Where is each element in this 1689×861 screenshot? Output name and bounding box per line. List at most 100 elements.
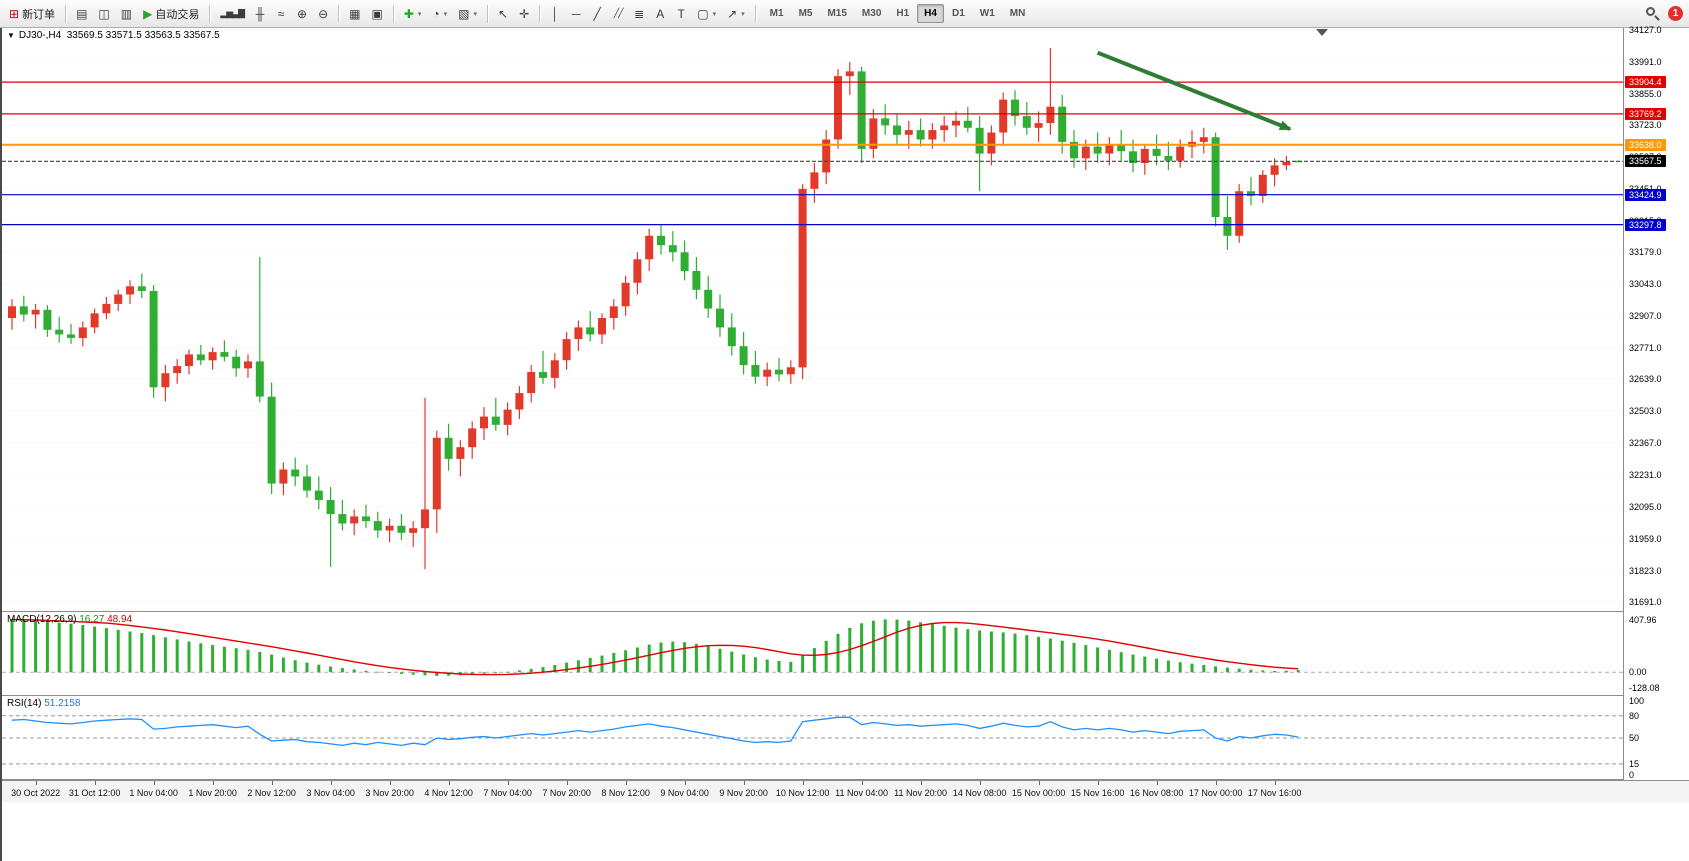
toolbar-right-group: 1: [1645, 6, 1685, 21]
toolbar-separator: [487, 4, 489, 23]
time-axis-tick: [448, 781, 450, 785]
time-axis-label: 14 Nov 08:00: [952, 788, 1007, 798]
channel-icon: ╱╱: [613, 8, 624, 18]
crosshair-button[interactable]: ✛: [514, 3, 534, 25]
rsi-indicator-panel[interactable]: RSI(14) 51.2158: [2, 696, 1623, 780]
timeframe-M30[interactable]: M30: [861, 8, 882, 19]
time-axis-tick: [625, 781, 627, 785]
time-axis-tick: [507, 781, 509, 785]
pivot-line-tag[interactable]: 33638.0: [1625, 138, 1666, 151]
crosshair-icon: ✛: [519, 6, 530, 21]
periods-button[interactable]: ◔ ▾: [427, 3, 452, 25]
new-order-button[interactable]: ⊞ 新订单: [4, 3, 60, 25]
time-axis[interactable]: 30 Oct 2022 31 Oct 12:00 1 Nov 04:00 1 Nov …: [2, 780, 1689, 802]
rsi-axis-label: 100: [1629, 696, 1645, 706]
time-axis-label: 3 Nov 20:00: [365, 788, 414, 798]
price-axis[interactable]: 34127.033991.033855.033723.033587.033451…: [1623, 25, 1689, 780]
timeframe-M5[interactable]: M5: [798, 8, 813, 19]
rsi-line: [11, 716, 1299, 747]
autotrade-icon: ▶: [143, 6, 153, 21]
timeframe-M1[interactable]: M1: [769, 8, 784, 19]
support-line-1-tag[interactable]: 33424.9: [1625, 188, 1666, 201]
time-axis-tick: [1156, 781, 1158, 785]
chart-shift-marker[interactable]: [1316, 29, 1328, 36]
toolbar-separator: [209, 4, 211, 23]
shapes-button[interactable]: ▢ ▾: [692, 3, 721, 25]
search-icon[interactable]: [1645, 6, 1660, 21]
timeframe-H4[interactable]: H4: [917, 4, 944, 23]
resistance-line-1-tag[interactable]: 33904.4: [1625, 76, 1666, 89]
line-chart-button[interactable]: ≈: [271, 3, 291, 25]
zoom-out-icon: ⊖: [318, 6, 329, 21]
macd-plot: [2, 618, 1623, 676]
cursor-button[interactable]: ↖: [493, 3, 513, 25]
time-axis-label: 1 Nov 20:00: [188, 788, 237, 798]
channel-button[interactable]: ╱╱: [608, 3, 628, 25]
macd-main-value: 16.27: [79, 614, 105, 625]
indicators-button[interactable]: ✚ ▾: [399, 3, 427, 25]
rsi-label: RSI(14) 51.2158: [7, 698, 80, 709]
candlestick-chart-button[interactable]: ╫: [250, 3, 270, 25]
vertical-line-button[interactable]: │: [545, 3, 565, 25]
fibonacci-button[interactable]: ≣: [629, 3, 649, 25]
toolbar: ⊞ 新订单 ▤ ◫ ▥ ▶ 自动交易 ▂▅▃▇ ╫ ≈ ⊕ ⊖ ▦ ▣ ✚ ▾ ◔ ▾ ▧ ▾ ↖ ✛ │ ─ ╱ ╱╱ ≣ A T ▢ ▾…: [0, 0, 1689, 28]
arrows-icon: ↗: [727, 6, 738, 21]
label-icon: T: [677, 6, 685, 21]
time-axis-tick: [1215, 781, 1217, 785]
price-axis-label: 31691.0: [1629, 596, 1662, 607]
autotrade-button[interactable]: ▶ 自动交易: [138, 3, 204, 25]
time-axis-tick: [212, 781, 214, 785]
price-axis-label: 31823.0: [1629, 565, 1662, 576]
market-watch-icon: ▤: [76, 6, 88, 21]
shapes-icon: ▢: [697, 6, 709, 21]
price-axis-label: 32367.0: [1629, 438, 1662, 449]
new-order-button-label: 新订单: [22, 8, 56, 21]
label-button[interactable]: T: [671, 3, 691, 25]
text-button[interactable]: A: [650, 3, 670, 25]
chart-workspace[interactable]: ▼ DJ30-,H4 33569.5 33571.5 33563.5 33567.…: [0, 25, 1689, 861]
dropdown-arrow-icon: ▾: [712, 10, 717, 18]
timeframe-MN[interactable]: MN: [1009, 8, 1026, 19]
time-axis-tick: [861, 781, 863, 785]
timeframe-D1[interactable]: D1: [951, 8, 965, 19]
trendline-icon: ╱: [593, 6, 601, 21]
price-axis-label: 33179.0: [1629, 247, 1662, 258]
trend-arrow[interactable]: [1096, 50, 1292, 131]
trendline-button[interactable]: ╱: [587, 3, 607, 25]
price-level-lines[interactable]: [2, 81, 1623, 226]
bar-chart-button[interactable]: ▂▅▃▇: [215, 3, 249, 25]
notification-badge[interactable]: 1: [1668, 6, 1683, 21]
main-chart-panel[interactable]: ▼ DJ30-,H4 33569.5 33571.5 33563.5 33567.…: [2, 28, 1623, 612]
navigator-button[interactable]: ◫: [93, 3, 114, 25]
timeframe-M15[interactable]: M15: [827, 8, 847, 19]
time-axis-label: 10 Nov 12:00: [775, 788, 830, 798]
templates-button[interactable]: ▧ ▾: [453, 3, 482, 25]
time-axis-tick: [35, 781, 37, 785]
timeframe-W1[interactable]: W1: [979, 8, 995, 19]
arrows-button[interactable]: ↗ ▾: [722, 3, 750, 25]
time-axis-label: 11 Nov 20:00: [894, 788, 948, 798]
market-watch-button[interactable]: ▤: [71, 3, 92, 25]
timeframe-H1[interactable]: H1: [896, 8, 910, 19]
rsi-value: 51.2158: [44, 698, 81, 709]
toolbar-separator: [65, 4, 67, 23]
horizontal-line-button[interactable]: ─: [566, 3, 586, 25]
macd-label: MACD(12,26,9) 16.27 48.94: [7, 614, 132, 625]
resistance-line-2-tag[interactable]: 33769.2: [1625, 107, 1666, 120]
toolbar-separator: [539, 4, 541, 23]
zoom-in-button[interactable]: ⊕: [292, 3, 312, 25]
navigator-icon: ◫: [98, 6, 110, 21]
time-axis-label: 4 Nov 12:00: [424, 788, 473, 798]
candlestick-chart-icon: ╫: [255, 6, 265, 21]
candlestick-chart[interactable]: [2, 28, 1623, 612]
support-line-2-tag[interactable]: 33297.8: [1625, 218, 1666, 231]
zoom-out-button[interactable]: ⊖: [313, 3, 333, 25]
macd-indicator-panel[interactable]: MACD(12,26,9) 16.27 48.94: [2, 612, 1623, 696]
current-price-line-tag[interactable]: 33567.5: [1625, 155, 1666, 168]
one-click-trading-collapse-icon[interactable]: ▼: [7, 31, 15, 40]
arrange-windows-button[interactable]: ▣: [366, 3, 387, 25]
rsi-plot: [2, 715, 1623, 765]
terminal-button[interactable]: ▥: [116, 3, 137, 25]
tile-windows-button[interactable]: ▦: [344, 3, 365, 25]
